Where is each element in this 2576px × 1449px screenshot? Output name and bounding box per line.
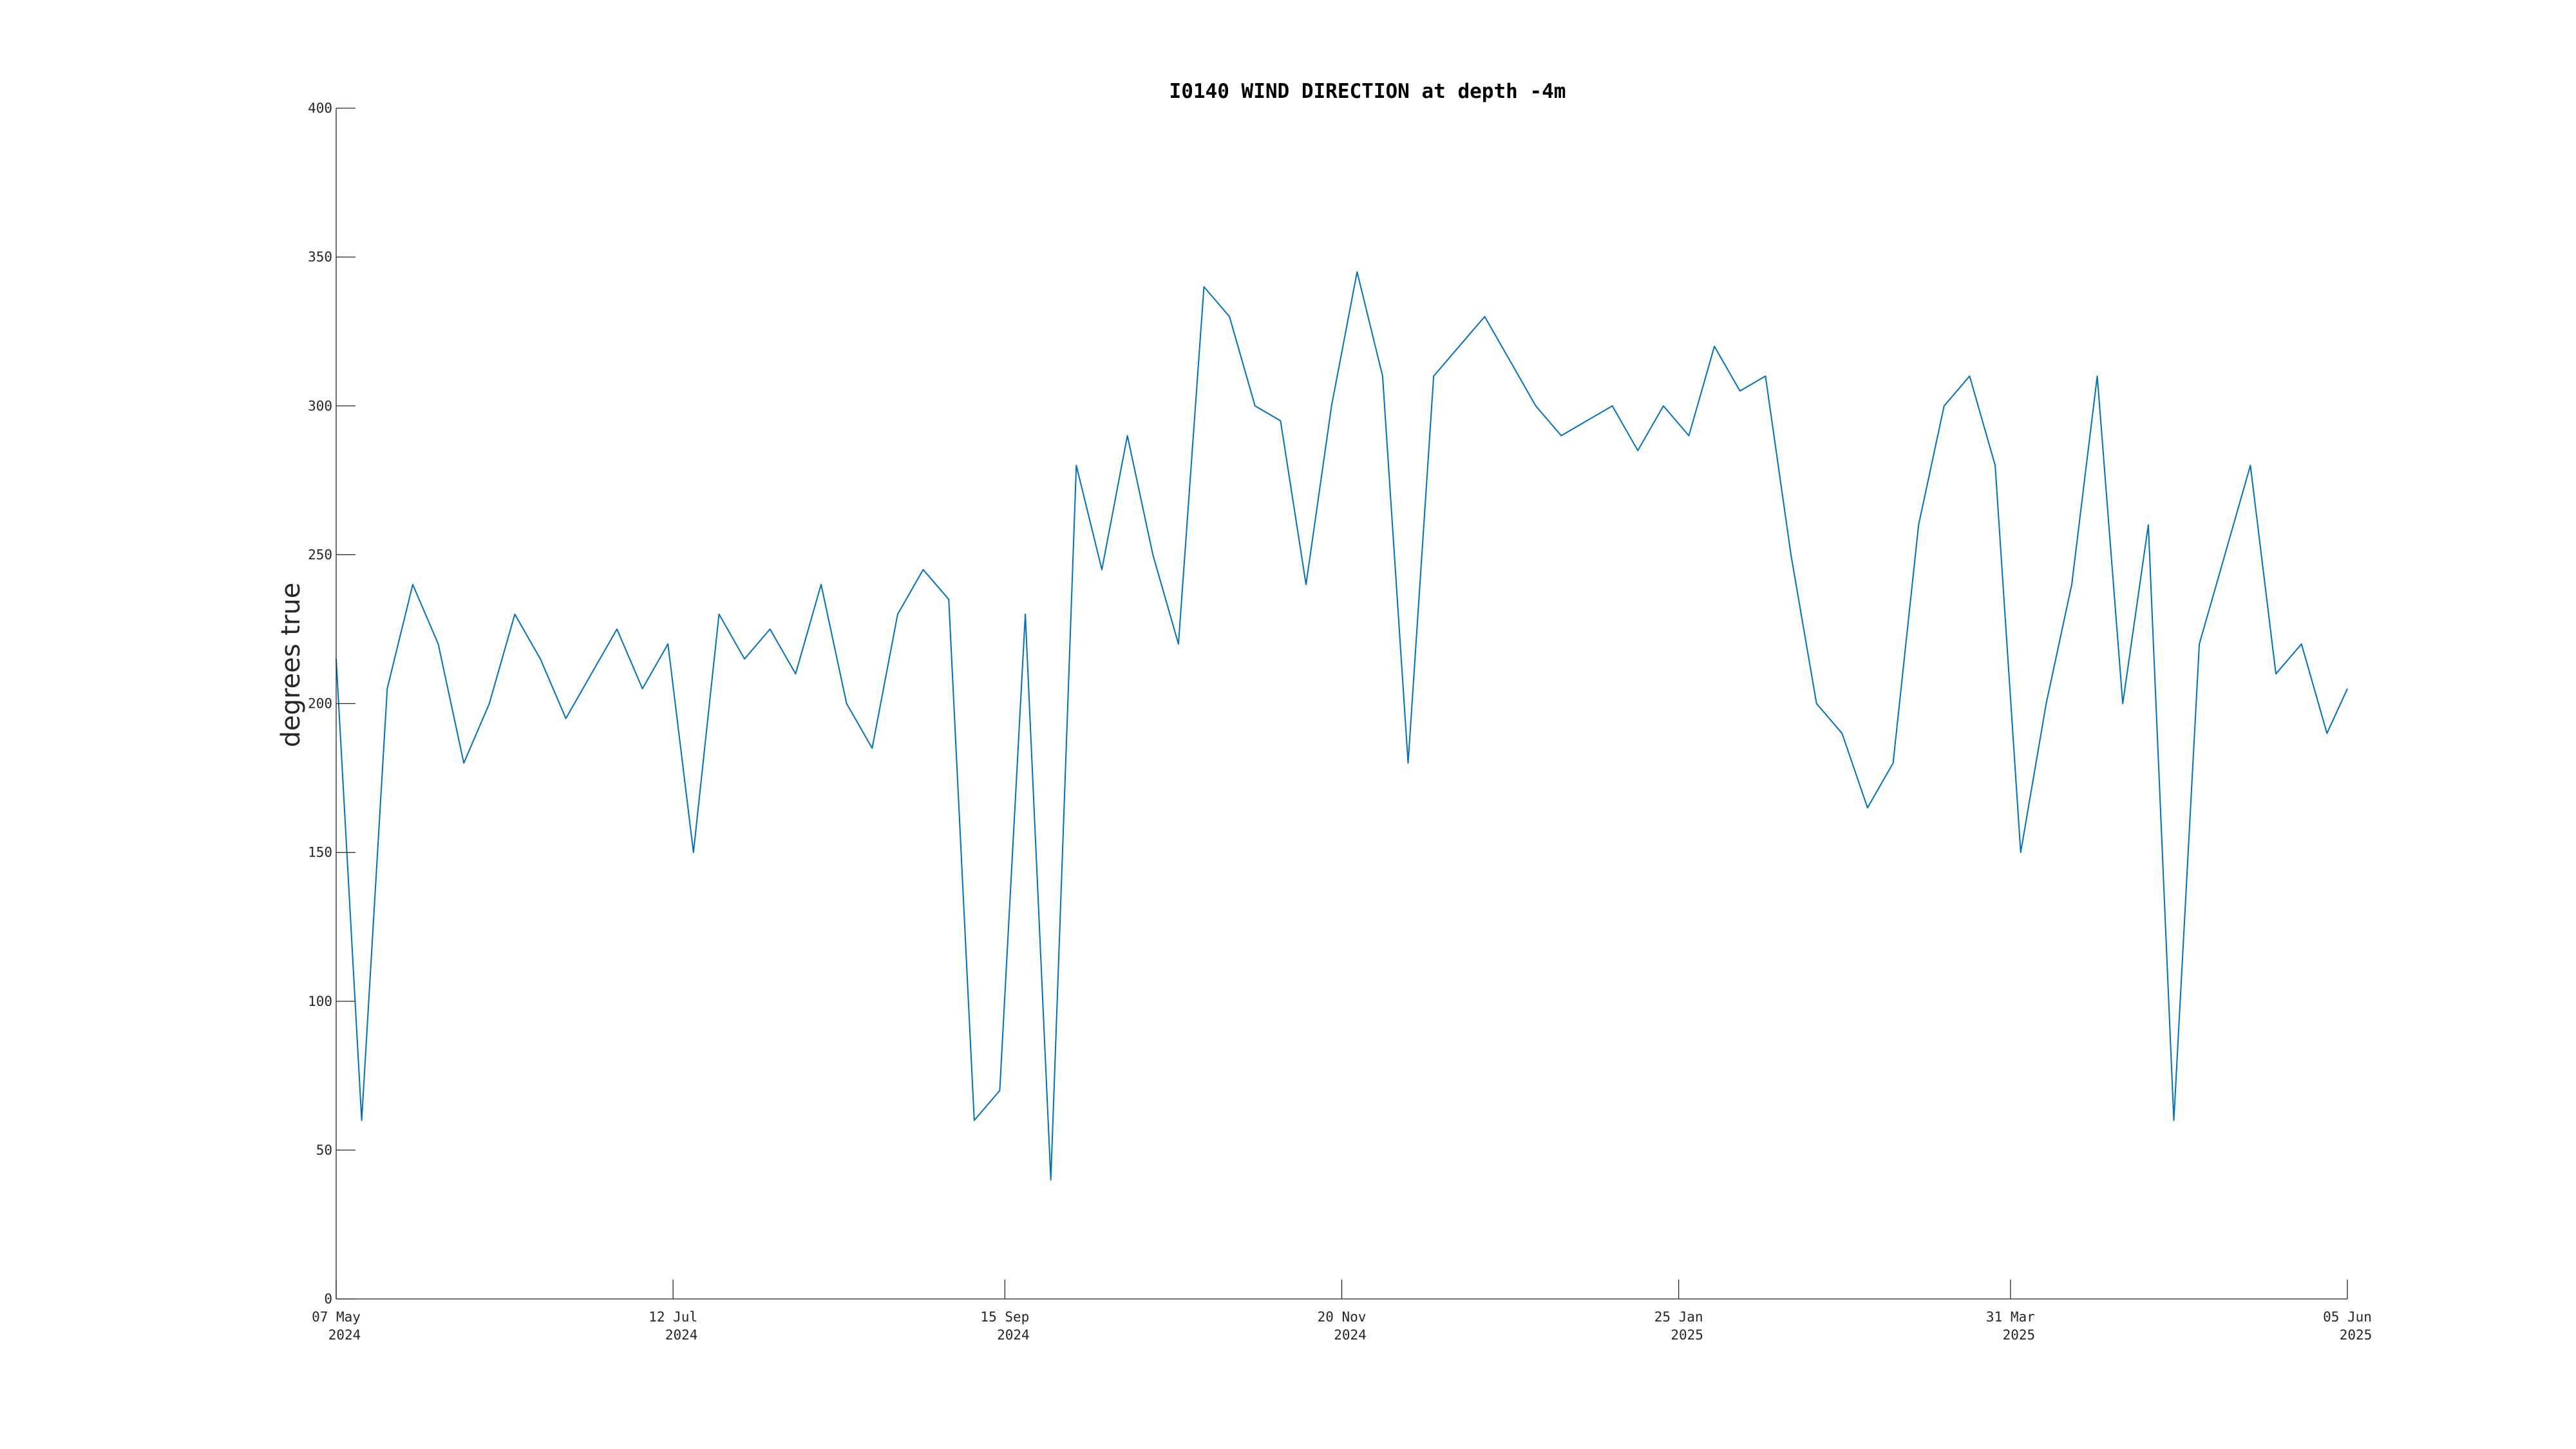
plot-area	[336, 271, 2348, 1181]
x-tick-year-label: 2025	[2340, 1327, 2372, 1343]
y-axis-label: degrees true	[276, 583, 306, 748]
chart-title: I0140 WIND DIRECTION at depth -4m	[1170, 80, 1566, 103]
x-tick-label: 12 Jul	[649, 1309, 697, 1325]
x-tick-label: 25 Jan	[1654, 1309, 1703, 1325]
x-tick-label: 20 Nov	[1318, 1309, 1367, 1325]
x-tick-year-label: 2025	[1671, 1327, 1703, 1343]
series-line	[336, 271, 2348, 1181]
x-tick-label: 15 Sep	[980, 1309, 1029, 1325]
y-tick-label: 0	[324, 1291, 332, 1307]
y-tick-label: 300	[308, 398, 332, 413]
x-tick-year-label: 2025	[2003, 1327, 2036, 1343]
x-axis: 07 May 2024 12 Jul 2024 15 Sep 2024 20 Nov 2024…	[312, 1280, 2372, 1343]
x-tick-year-label: 2024	[1334, 1327, 1367, 1343]
x-tick-label: 07 May	[312, 1309, 361, 1325]
y-tick-label: 200	[308, 696, 332, 712]
y-tick-label: 150	[308, 845, 332, 860]
x-tick-label: 05 Jun	[2323, 1309, 2372, 1325]
y-tick-label: 400	[308, 100, 332, 116]
x-tick-year-label: 2024	[665, 1327, 698, 1343]
y-tick-label: 50	[316, 1142, 332, 1158]
x-tick-year-label: 2024	[328, 1327, 361, 1343]
y-tick-label: 100	[308, 994, 332, 1009]
y-axis: 0 50 100 150 200 250 300 350 400	[308, 100, 355, 1307]
y-tick-label: 250	[308, 547, 332, 562]
x-tick-year-label: 2024	[997, 1327, 1030, 1343]
y-tick-label: 350	[308, 249, 332, 265]
x-tick-label: 31 Mar	[1986, 1309, 2035, 1325]
